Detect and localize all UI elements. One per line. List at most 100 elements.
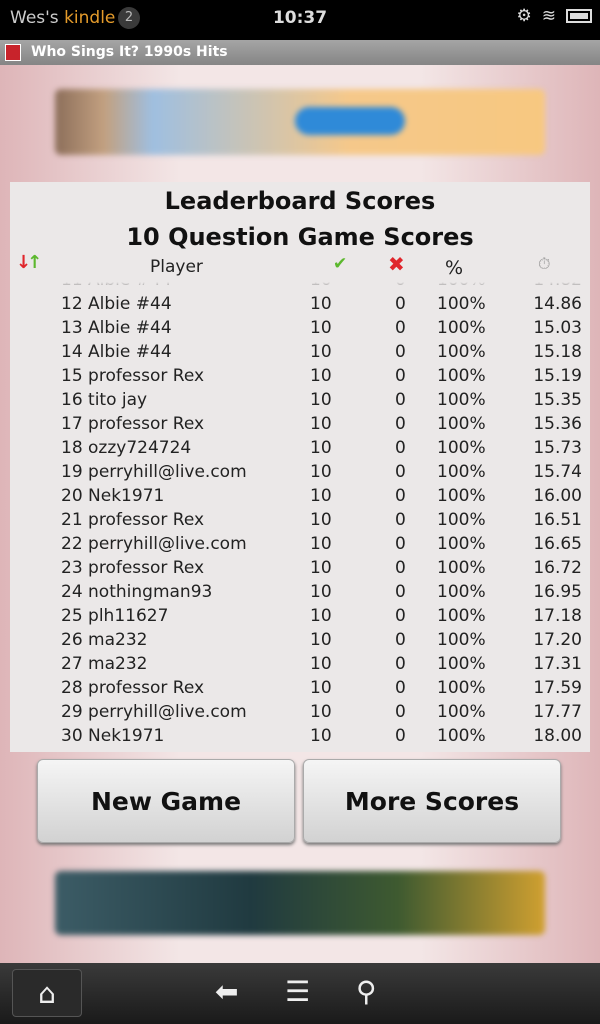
wrong-count: 0 xyxy=(395,606,406,626)
player-name: 19 perryhill@live.com xyxy=(61,462,247,482)
leaderboard-subtitle: 10 Question Game Scores xyxy=(126,223,474,251)
percent: 100% xyxy=(437,510,486,530)
time: 18.00 xyxy=(533,726,582,746)
correct-count: 10 xyxy=(310,630,332,650)
table-row: 27 ma232 10 0 100% 17.31 xyxy=(10,652,590,676)
battery-icon xyxy=(566,9,592,23)
table-row: 30 Nek1971 10 0 100% 18.00 xyxy=(10,724,590,748)
player-name: 23 professor Rex xyxy=(61,558,205,578)
table-row: 17 professor Rex 10 0 100% 15.36 xyxy=(10,412,590,436)
ad-banner-top[interactable] xyxy=(55,89,545,155)
time: 15.73 xyxy=(533,438,582,458)
player-name: 30 Nek1971 xyxy=(61,726,165,746)
correct-count: 10 xyxy=(310,510,332,530)
percent: 100% xyxy=(437,318,486,338)
device-name: Wes's kindle xyxy=(10,8,116,28)
percent: 100% xyxy=(437,438,486,458)
time: 15.19 xyxy=(533,366,582,386)
time: 15.36 xyxy=(533,414,582,434)
stopwatch-icon[interactable]: ⏱ xyxy=(538,254,551,273)
percent: 100% xyxy=(437,534,486,554)
correct-count: 10 xyxy=(310,462,332,482)
header-player[interactable]: Player xyxy=(150,257,203,277)
cross-icon[interactable]: ✖ xyxy=(388,252,405,276)
player-name: 14 Albie #44 xyxy=(61,342,172,362)
time: 15.03 xyxy=(533,318,582,338)
ad-banner-bottom[interactable] xyxy=(55,871,545,935)
table-row: 15 professor Rex 10 0 100% 15.19 xyxy=(10,364,590,388)
player-name: 13 Albie #44 xyxy=(61,318,172,338)
player-name: 20 Nek1971 xyxy=(61,486,165,506)
wrong-count: 0 xyxy=(395,366,406,386)
sort-icon[interactable]: ↓↑ xyxy=(16,252,43,273)
column-headers: ↓↑ Player ✔ ✖ % ⏱ xyxy=(10,252,590,280)
app-icon xyxy=(5,44,21,61)
player-name: 18 ozzy724724 xyxy=(61,438,192,458)
table-row: 26 ma232 10 0 100% 17.20 xyxy=(10,628,590,652)
correct-count: 10 xyxy=(310,558,332,578)
percent: 100% xyxy=(437,726,486,746)
time: 16.00 xyxy=(533,486,582,506)
wrong-count: 0 xyxy=(395,318,406,338)
time: 15.74 xyxy=(533,462,582,482)
notification-badge[interactable]: 2 xyxy=(118,7,140,29)
correct-count: 10 xyxy=(310,342,332,362)
time: 17.77 xyxy=(533,702,582,722)
home-button[interactable]: ⌂ xyxy=(12,969,82,1017)
table-row: 24 nothingman93 10 0 100% 16.95 xyxy=(10,580,590,604)
time: 17.18 xyxy=(533,606,582,626)
check-icon[interactable]: ✔ xyxy=(333,254,348,274)
time: 16.65 xyxy=(533,534,582,554)
player-name: 21 professor Rex xyxy=(61,510,205,530)
back-icon[interactable]: ⬅ xyxy=(215,975,239,1008)
percent: 100% xyxy=(437,558,486,578)
wrong-count: 0 xyxy=(395,462,406,482)
percent: 100% xyxy=(437,606,486,626)
percent: 100% xyxy=(437,702,486,722)
time: 17.31 xyxy=(533,654,582,674)
leaderboard-panel: Leaderboard Scores 10 Question Game Scor… xyxy=(10,182,590,752)
player-name: 15 professor Rex xyxy=(61,366,205,386)
correct-count: 10 xyxy=(310,294,332,314)
player-name: 27 ma232 xyxy=(61,654,148,674)
time: 17.20 xyxy=(533,630,582,650)
time: 15.35 xyxy=(533,390,582,410)
correct-count: 10 xyxy=(310,366,332,386)
table-row: 21 professor Rex 10 0 100% 16.51 xyxy=(10,508,590,532)
settings-icon[interactable]: ⚙ xyxy=(516,6,532,26)
header-percent[interactable]: % xyxy=(445,257,464,279)
table-row: 23 professor Rex 10 0 100% 16.72 xyxy=(10,556,590,580)
percent: 100% xyxy=(437,390,486,410)
player-name: 17 professor Rex xyxy=(61,414,205,434)
wrong-count: 0 xyxy=(395,414,406,434)
leaderboard-title: Leaderboard Scores xyxy=(164,187,436,215)
new-game-button[interactable]: New Game xyxy=(37,759,295,843)
correct-count: 10 xyxy=(310,582,332,602)
table-row: 25 plh11627 10 0 100% 17.18 xyxy=(10,604,590,628)
correct-count: 10 xyxy=(310,486,332,506)
table-row: 29 perryhill@live.com 10 0 100% 17.77 xyxy=(10,700,590,724)
more-scores-button[interactable]: More Scores xyxy=(303,759,561,843)
menu-icon[interactable]: ☰ xyxy=(285,975,311,1008)
time: 16.72 xyxy=(533,558,582,578)
table-row: 14 Albie #44 10 0 100% 15.18 xyxy=(10,340,590,364)
percent: 100% xyxy=(437,462,486,482)
percent: 100% xyxy=(437,294,486,314)
search-icon[interactable]: ⚲ xyxy=(356,975,377,1008)
player-name: 25 plh11627 xyxy=(61,606,169,626)
table-row: 16 tito jay 10 0 100% 15.35 xyxy=(10,388,590,412)
wrong-count: 0 xyxy=(395,678,406,698)
clock: 10:37 xyxy=(272,8,328,28)
player-name: 26 ma232 xyxy=(61,630,148,650)
player-name: 22 perryhill@live.com xyxy=(61,534,247,554)
percent: 100% xyxy=(437,414,486,434)
correct-count: 10 xyxy=(310,390,332,410)
correct-count: 10 xyxy=(310,654,332,674)
percent: 100% xyxy=(437,678,486,698)
wrong-count: 0 xyxy=(395,342,406,362)
time: 16.95 xyxy=(533,582,582,602)
wrong-count: 0 xyxy=(395,726,406,746)
status-bar: Wes's kindle 2 10:37 ⚙ ≋ xyxy=(0,0,600,40)
table-row: 20 Nek1971 10 0 100% 16.00 xyxy=(10,484,590,508)
